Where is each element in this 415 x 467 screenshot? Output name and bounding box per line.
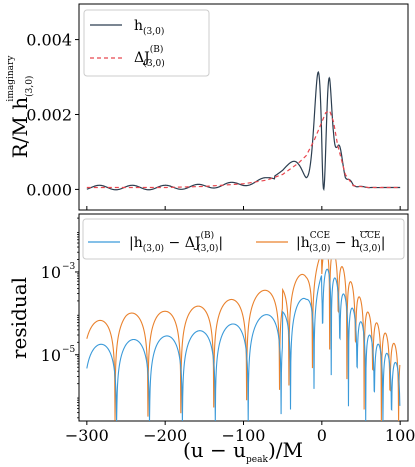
- bottom-y-tick-label: 10: [41, 346, 61, 365]
- bottom-x-tick-label: −100: [222, 426, 266, 445]
- bottom-y-tick-exponent: −3: [62, 262, 76, 272]
- bottom-legend: |h(3,0) − ΔJ(B) (3,0)| |hCCE (3,0) − hCCE(…: [82, 218, 405, 260]
- top-y-tick-label: 0.002: [26, 105, 72, 124]
- bottom-x-tick-label: 100: [385, 426, 415, 445]
- bottom-y-axis-label: residual: [7, 277, 31, 359]
- legend-label-memory: ΔJ(B) (3,0): [134, 44, 165, 69]
- bottom-y-tick-exponent: −5: [62, 345, 76, 355]
- top-legend-box: [83, 9, 210, 77]
- bottom-legend-box: [82, 218, 405, 260]
- x-axis-label: (u − upeak)/M: [183, 438, 303, 465]
- legend-label-strain: h(3,0): [134, 18, 164, 37]
- bottom-y-tick-label: 10: [41, 263, 61, 282]
- top-y-ticks: 0.000 0.002 0.004: [26, 31, 79, 199]
- bottom-y-ticks: 10−510−3: [41, 217, 79, 419]
- series-strain-line: [86, 70, 401, 192]
- top-x-ticks: [86, 206, 401, 210]
- series-residual-memory-line: [86, 268, 401, 422]
- top-y-tick-label: 0.000: [26, 180, 72, 199]
- bottom-x-tick-label: −200: [143, 426, 187, 445]
- bottom-series: [86, 247, 401, 422]
- top-legend: h(3,0) ΔJ(B) (3,0): [83, 9, 210, 77]
- top-panel: 0.000 0.002 0.004 R/M h(3,0)imaginary h(3,…: [6, 3, 409, 211]
- top-series: [86, 70, 401, 192]
- legend-label-residual-cce: |hCCE (3,0) − hCCE (3,0)|: [296, 231, 385, 254]
- series-memory-line: [86, 109, 401, 189]
- top-y-axis-label: R/M h(3,0)imaginary: [6, 55, 35, 159]
- top-y-tick-label: 0.004: [26, 31, 72, 50]
- bottom-x-tick-label: 0: [317, 426, 327, 445]
- series-residual-cce-line: [86, 247, 401, 422]
- legend-label-residual-memory: |h(3,0) − ΔJ(B) (3,0)|: [129, 230, 223, 254]
- bottom-x-ticks: −300 −200 −100 0 100: [65, 421, 415, 445]
- bottom-panel: 10−510−3 −300 −200 −100 0 100 residual |h(3,…: [7, 213, 415, 465]
- bottom-x-tick-label: −300: [65, 426, 109, 445]
